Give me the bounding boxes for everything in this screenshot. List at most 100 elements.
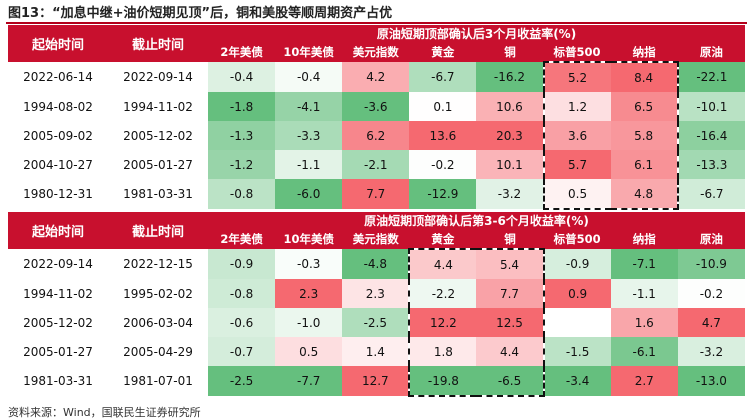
value-cell: -10.1 xyxy=(677,92,745,121)
value-cell: -13.0 xyxy=(677,366,745,396)
data-row: 2022-09-14 2022-12-15 -0.9 -0.3 -4.8 4.4 5.4 -0… xyxy=(8,248,745,279)
value-cell: -0.9 xyxy=(543,249,611,279)
date-cell: 1980-12-31 xyxy=(23,187,93,201)
column-header: 黄金 xyxy=(409,229,477,249)
column-header: 2年美债 xyxy=(208,42,276,62)
date-header: 起始时间 xyxy=(8,25,109,62)
data-row: 2005-01-27 2005-04-29 -0.7 0.5 1.4 1.8 4.4 -1.5… xyxy=(8,337,745,366)
date-header: 截止时间 xyxy=(108,25,209,62)
value-cell: 7.7 xyxy=(476,279,545,308)
value-cell: 5.2 xyxy=(542,61,611,92)
date-cell: 1994-11-02 xyxy=(123,99,193,114)
date-cell: 1981-03-31 xyxy=(123,187,193,201)
value-cell: -0.8 xyxy=(208,179,276,209)
value-cell: -7.1 xyxy=(610,249,678,279)
table: 起始时间 截止时间 原油短期顶部确认后第3-6个月收益率(%) 2年美债 10年美债 美元… xyxy=(8,212,745,397)
value-cell: -7.7 xyxy=(275,366,343,396)
value-cell: -4.8 xyxy=(342,249,410,279)
value-cell: -6.1 xyxy=(610,337,678,366)
data-row: 2004-10-27 2005-01-27 -1.2 -1.1 -2.1 -0.2 10.1… xyxy=(8,150,745,179)
value-cell: -0.2 xyxy=(677,279,745,308)
value-cell: -1.5 xyxy=(543,337,611,366)
value-cell: 4.4 xyxy=(408,248,477,279)
value-cell: 4.4 xyxy=(476,337,545,366)
value-cell: 0.5 xyxy=(275,337,343,366)
value-cell: -6.7 xyxy=(677,179,745,209)
source-note: 资料来源：Wind，国联民生证券研究所 xyxy=(8,406,201,419)
column-header: 纳指 xyxy=(610,42,678,62)
date-header: 截止时间 xyxy=(108,212,209,249)
value-cell: 1.2 xyxy=(542,92,611,121)
column-header: 纳指 xyxy=(610,229,678,249)
column-header: 标普500 xyxy=(543,42,611,62)
value-cell: -2.1 xyxy=(342,150,410,179)
column-header: 铜 xyxy=(476,42,544,62)
data-row: 1980-12-31 1981-03-31 -0.8 -6.0 7.7 -12.9 -3.2… xyxy=(8,179,745,210)
data-row: 1981-03-31 1981-07-01 -2.5 -7.7 12.7 -19.8 -6.… xyxy=(8,366,745,397)
date-cell: 1994-11-02 xyxy=(23,286,93,301)
column-header: 标普500 xyxy=(543,229,611,249)
value-cell: 3.6 xyxy=(542,121,611,150)
value-cell: 8.4 xyxy=(610,61,679,92)
date-cell: 1995-02-02 xyxy=(123,286,193,301)
value-cell: -0.4 xyxy=(275,62,343,92)
column-header: 黄金 xyxy=(409,42,477,62)
value-cell: -6.7 xyxy=(409,62,477,92)
value-cell: -22.1 xyxy=(677,62,745,92)
column-header: 美元指数 xyxy=(342,42,410,62)
date-cell: 1994-08-02 xyxy=(23,99,93,114)
value-cell: -0.3 xyxy=(275,249,343,279)
value-cell: 4.2 xyxy=(342,62,410,92)
value-cell: 12.7 xyxy=(342,366,410,396)
date-cell: 2005-12-02 xyxy=(123,128,193,143)
value-cell: -2.5 xyxy=(208,366,276,396)
value-cell: -1.1 xyxy=(610,279,678,308)
value-cell: 1.6 xyxy=(610,308,678,337)
column-header: 2年美债 xyxy=(208,229,276,249)
value-cell xyxy=(544,308,611,337)
header-row: 起始时间 截止时间 原油短期顶部确认后第3-6个月收益率(%) xyxy=(8,212,745,249)
value-cell: -4.1 xyxy=(275,92,343,121)
column-header: 铜 xyxy=(476,229,544,249)
value-cell: -3.3 xyxy=(275,121,343,150)
data-row: 1994-08-02 1994-11-02 -1.8 -4.1 -3.6 0.1 10.6 1… xyxy=(8,92,745,121)
value-cell: -3.2 xyxy=(476,179,544,209)
column-header: 美元指数 xyxy=(342,229,410,249)
header-row: 起始时间 截止时间 原油短期顶部确认后3个月收益率(%) xyxy=(8,25,745,62)
column-header: 10年美债 xyxy=(275,229,343,249)
value-cell: 0.1 xyxy=(409,92,477,121)
date-cell: 2022-09-14 xyxy=(23,257,93,271)
value-cell: -13.3 xyxy=(677,150,745,179)
value-cell: -10.9 xyxy=(677,249,745,279)
date-cell: 2022-06-14 xyxy=(23,70,93,84)
date-cell: 2005-01-27 xyxy=(23,344,93,359)
value-cell: -16.2 xyxy=(476,62,544,92)
value-cell: 2.7 xyxy=(610,366,678,396)
value-cell: 1.8 xyxy=(408,337,477,366)
date-cell: 2004-10-27 xyxy=(23,157,93,172)
value-cell: 0.5 xyxy=(542,179,611,210)
value-cell: 2.3 xyxy=(342,279,410,308)
date-cell: 2006-03-04 xyxy=(123,315,193,330)
value-cell: 2.3 xyxy=(275,279,343,308)
column-header: 10年美债 xyxy=(275,42,343,62)
data-row: 2005-12-02 2006-03-04 -0.6 -1.0 -2.5 12.2 12.5… xyxy=(8,308,745,337)
value-cell: -16.4 xyxy=(677,121,745,150)
value-cell: -0.6 xyxy=(208,308,276,337)
value-cell: 4.7 xyxy=(677,308,745,337)
value-cell: 4.8 xyxy=(610,179,679,210)
group-header: 原油短期顶部确认后第3-6个月收益率(%) xyxy=(208,212,745,229)
value-cell: -1.1 xyxy=(275,150,343,179)
header-row: 2年美债 10年美债 美元指数 黄金铜标普500 纳指 原油 xyxy=(8,229,745,249)
value-cell: -2.2 xyxy=(408,279,477,308)
value-cell: -0.7 xyxy=(208,337,276,366)
value-cell: -1.2 xyxy=(208,150,276,179)
value-cell: -2.5 xyxy=(342,308,410,337)
value-cell: -0.2 xyxy=(409,150,477,179)
date-cell: 2005-04-29 xyxy=(123,344,193,359)
value-cell: 5.7 xyxy=(542,150,611,179)
value-cell: -1.8 xyxy=(208,92,276,121)
group-header: 原油短期顶部确认后3个月收益率(%) xyxy=(208,25,745,42)
value-cell: 6.5 xyxy=(610,92,679,121)
